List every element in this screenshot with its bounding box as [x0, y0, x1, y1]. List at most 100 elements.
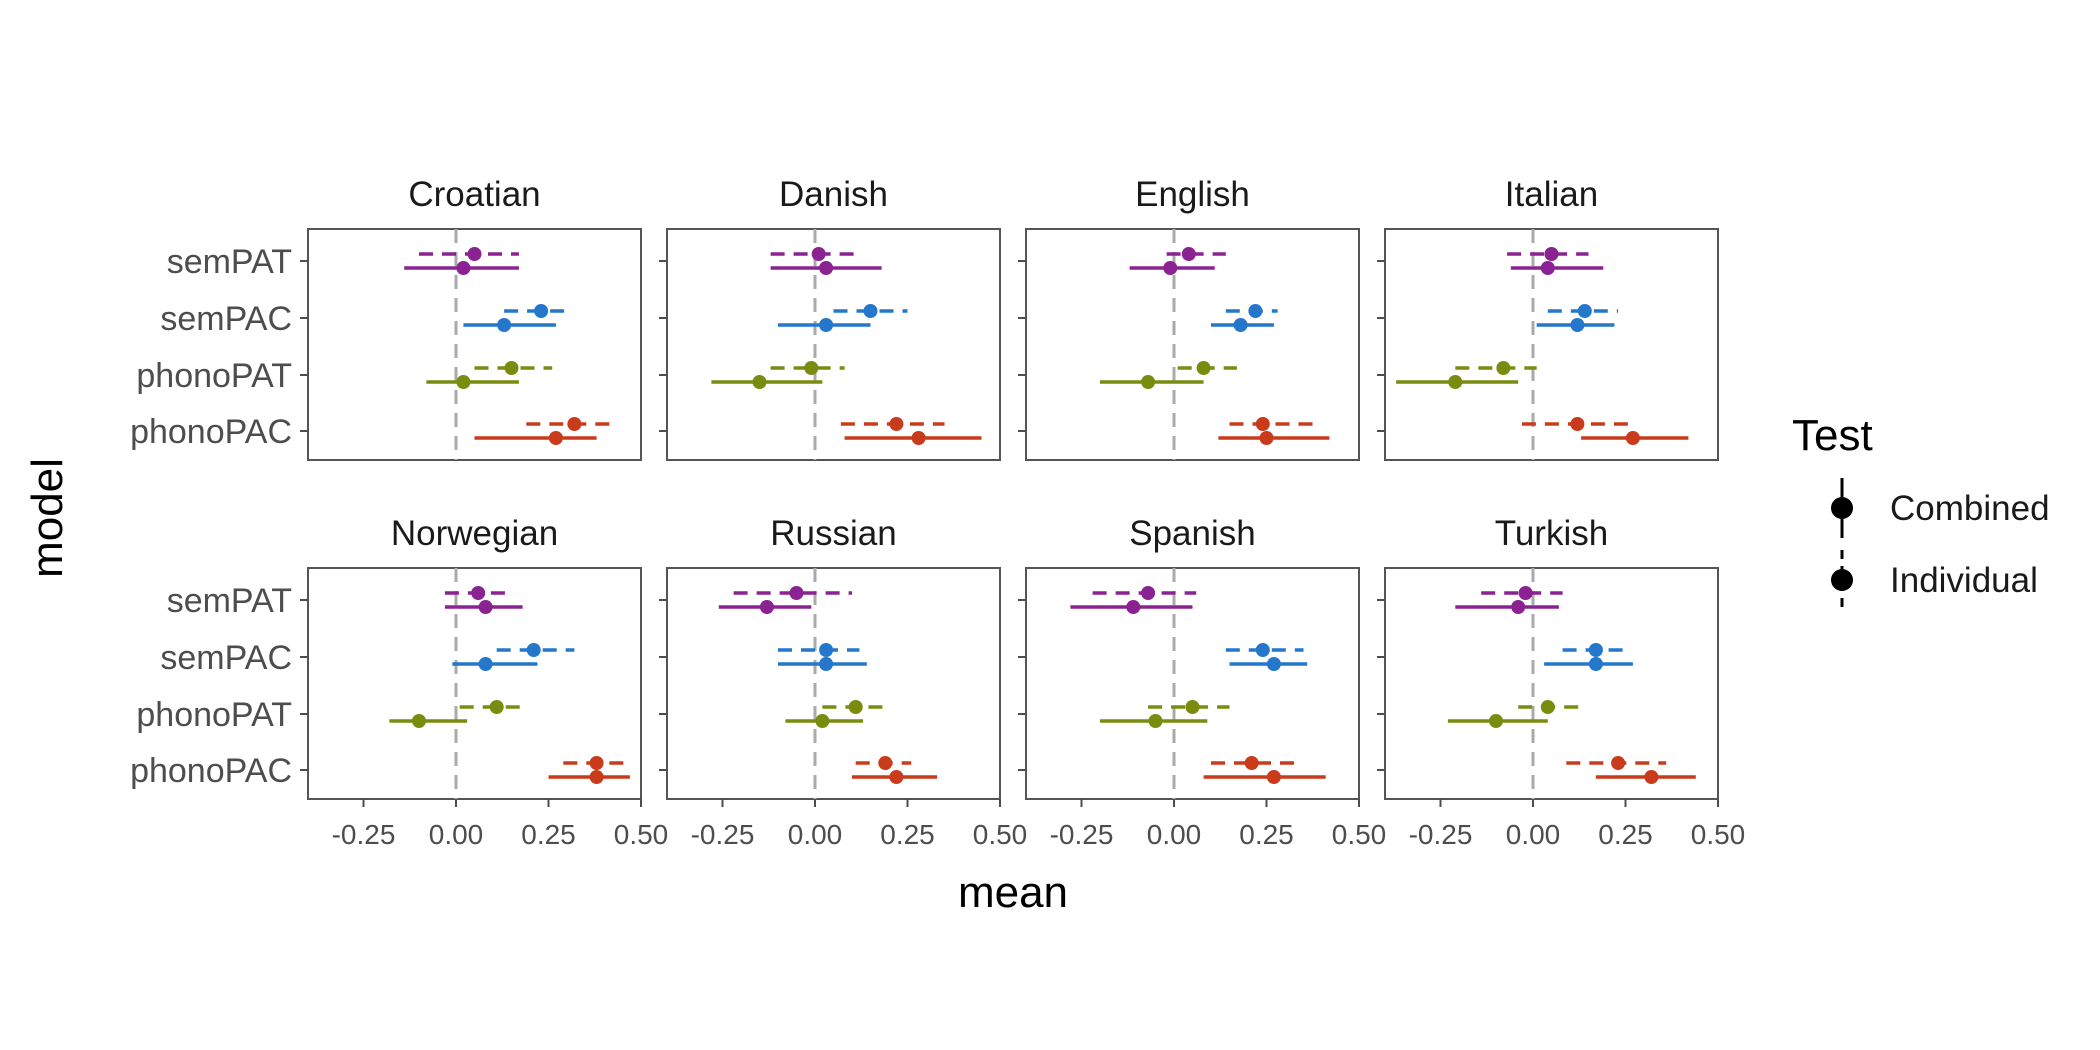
point-phonopac-individual	[1570, 417, 1585, 431]
panel-danish: Danish	[659, 175, 1001, 461]
x-tick-label: 0.00	[429, 819, 484, 850]
point-phonopat-combined	[752, 375, 767, 389]
x-tick-label: 0.50	[973, 819, 1028, 850]
point-phonopac-individual	[889, 417, 904, 431]
panel-croatian: Croatian semPAT semPAC phonoPAT phonoPAC	[130, 175, 642, 461]
panels: Croatian semPAT semPAC phonoPAT phonoPAC Dani…	[130, 175, 1745, 850]
point-phonopat-combined	[1489, 714, 1503, 728]
point-phonopat-individual	[1196, 361, 1211, 375]
x-tick-label: 0.50	[1332, 819, 1387, 850]
point-sempac-individual	[1588, 643, 1603, 657]
panel-title: Turkish	[1495, 514, 1608, 553]
point-sempac-combined	[478, 657, 493, 671]
point-sempat-combined	[1540, 261, 1555, 275]
y-tick-label: semPAC	[160, 639, 292, 677]
panel-norwegian: Norwegian semPAT semPAC phonoPAT phonoPAC -0.…	[130, 514, 668, 850]
point-phonopat-combined	[1148, 714, 1163, 728]
panel-frame	[666, 228, 1001, 461]
panel-title: Danish	[779, 175, 888, 214]
x-tick-label: -0.25	[1409, 819, 1473, 850]
point-phonopac-combined	[1644, 770, 1659, 784]
legend-title: Test	[1792, 411, 1873, 460]
legend-entry-combined: Combined	[1831, 478, 2050, 538]
point-phonopat-individual	[1496, 361, 1511, 375]
x-axis-title: mean	[958, 868, 1068, 917]
legend-key-point	[1831, 569, 1853, 591]
point-phonopac-individual	[1255, 417, 1270, 431]
x-tick-label: 0.25	[1598, 819, 1653, 850]
x-tick-label: 0.25	[521, 819, 576, 850]
point-phonopat-combined	[412, 714, 426, 728]
point-phonopac-individual	[589, 756, 604, 770]
point-sempac-individual	[1255, 643, 1270, 657]
x-tick-label: -0.25	[1050, 819, 1114, 850]
point-sempac-combined	[819, 318, 834, 332]
x-tick-label: 0.00	[1506, 819, 1561, 850]
x-tick-label: 0.50	[1691, 819, 1746, 850]
point-sempat-combined	[478, 600, 493, 614]
point-phonopac-combined	[911, 431, 926, 445]
point-phonopat-individual	[1185, 700, 1200, 714]
panel-frame	[666, 567, 1001, 800]
x-tick-label: 0.25	[880, 819, 935, 850]
point-phonopat-individual	[504, 361, 519, 375]
legend-label: Combined	[1890, 489, 2050, 528]
point-phonopac-combined	[1259, 431, 1274, 445]
point-phonopac-combined	[1266, 770, 1281, 784]
point-sempac-individual	[526, 643, 541, 657]
point-sempat-individual	[1141, 586, 1156, 600]
x-tick-label: 0.25	[1239, 819, 1294, 850]
point-sempac-individual	[1248, 304, 1263, 318]
point-sempat-individual	[789, 586, 804, 600]
point-phonopac-individual	[567, 417, 582, 431]
point-sempat-combined	[819, 261, 834, 275]
point-phonopac-individual	[878, 756, 893, 770]
legend-key-point	[1831, 497, 1853, 519]
x-tick-label: 0.00	[1147, 819, 1202, 850]
panel-spanish: Spanish -0.25 0.00 0.25 0.50	[1018, 514, 1386, 850]
panel-frame	[1384, 567, 1719, 800]
point-phonopat-combined	[815, 714, 830, 728]
panel-title: Italian	[1505, 175, 1598, 214]
panel-russian: Russian -0.25 0.00 0.25 0.50	[659, 514, 1027, 850]
point-sempac-individual	[1577, 304, 1592, 318]
point-sempat-individual	[1544, 247, 1559, 261]
x-tick-label: 0.50	[614, 819, 669, 850]
point-phonopac-combined	[589, 770, 604, 784]
legend-entry-individual: Individual	[1831, 550, 2038, 610]
panel-title: English	[1135, 175, 1250, 214]
y-tick-label: phonoPAC	[130, 413, 292, 451]
point-sempac-individual	[819, 643, 834, 657]
point-sempac-combined	[1570, 318, 1585, 332]
point-sempat-individual	[811, 247, 826, 261]
panel-italian: Italian	[1377, 175, 1719, 461]
point-sempat-individual	[1518, 586, 1533, 600]
point-sempac-combined	[819, 657, 834, 671]
point-sempat-individual	[1181, 247, 1196, 261]
point-sempac-combined	[1266, 657, 1281, 671]
y-tick-label: semPAC	[160, 300, 292, 338]
point-sempac-combined	[497, 318, 512, 332]
point-sempac-individual	[534, 304, 549, 318]
point-sempat-combined	[1126, 600, 1141, 614]
point-sempat-combined	[1511, 600, 1526, 614]
y-tick-label: phonoPAT	[136, 357, 292, 395]
y-tick-label: phonoPAC	[130, 752, 292, 790]
y-tick-label: phonoPAT	[136, 696, 292, 734]
x-tick-label: 0.00	[788, 819, 843, 850]
point-sempat-individual	[467, 247, 482, 261]
point-phonopat-combined	[1141, 375, 1156, 389]
point-phonopat-combined	[1448, 375, 1463, 389]
point-phonopat-individual	[804, 361, 819, 375]
point-phonopac-combined	[889, 770, 904, 784]
point-sempat-individual	[471, 586, 486, 600]
point-sempac-combined	[1588, 657, 1603, 671]
point-sempac-combined	[1233, 318, 1248, 332]
panel-title: Croatian	[408, 175, 540, 214]
point-phonopac-combined	[548, 431, 563, 445]
y-tick-label: semPAT	[167, 582, 292, 620]
point-phonopac-individual	[1244, 756, 1259, 770]
panel-turkish: Turkish -0.25 0.00 0.25 0.50	[1377, 514, 1745, 850]
point-phonopac-combined	[1625, 431, 1640, 445]
